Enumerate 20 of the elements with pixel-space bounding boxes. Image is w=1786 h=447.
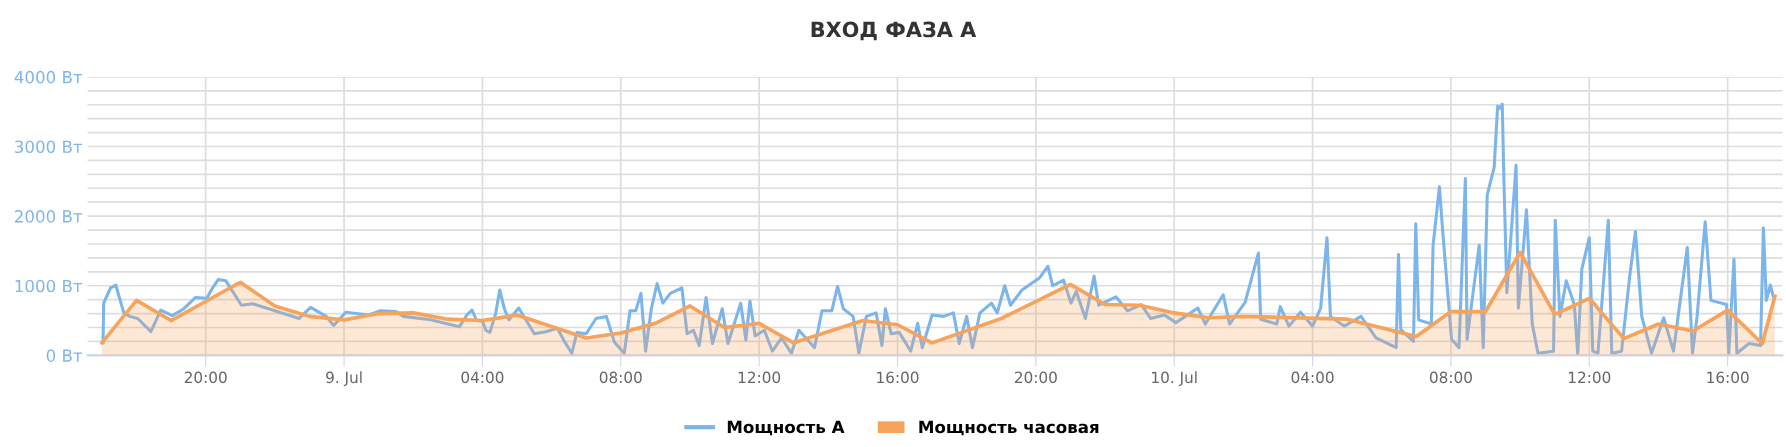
legend-label: Мощность А [727,420,845,436]
x-tick-label: 12:00 [1568,371,1611,384]
y-tick-label: 2000 Вт [15,210,83,223]
legend-label: Мощность часовая [919,420,1099,436]
y-tick-label: 4000 Вт [14,70,83,84]
x-tick-label: 20:00 [1014,371,1057,384]
x-tick-label: 16:00 [877,371,919,384]
x-tick-label: 9. Jul [326,371,362,386]
y-tick-label: 3000 Вт [15,140,83,154]
x-tick-label: 10. Jul [1152,371,1197,386]
x-tick-label: 04:00 [1291,371,1334,384]
y-tick-label: 1000 Вт [15,279,83,293]
x-tick-label: 08:00 [599,371,642,384]
x-tick-label: 04:00 [461,371,504,384]
x-tick-label: 12:00 [738,371,781,384]
x-tick-label: 08:00 [1429,371,1472,384]
y-tick-label: 0 Вт [46,349,83,362]
chart-title: ВХОД ФАЗА А [811,21,977,41]
x-tick-label: 16:00 [1707,371,1749,384]
x-tick-label: 20:00 [184,371,227,384]
